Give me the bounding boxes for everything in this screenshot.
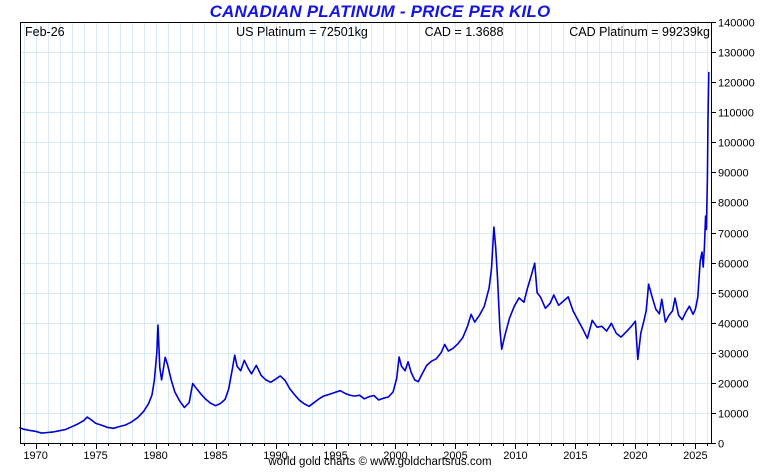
x-tick-label: 2005 bbox=[443, 450, 467, 462]
y-tick-label: 30000 bbox=[718, 348, 749, 360]
x-tick-label: 2020 bbox=[623, 450, 647, 462]
us-platinum-label: US Platinum = 72501kg bbox=[236, 25, 368, 39]
page-title: CANADIAN PLATINUM - PRICE PER KILO bbox=[209, 2, 551, 21]
y-tick-label: 0 bbox=[718, 438, 724, 450]
y-tick-label: 110000 bbox=[718, 107, 754, 119]
y-tick-label: 40000 bbox=[718, 318, 749, 330]
x-tick-label: 1980 bbox=[143, 450, 167, 462]
y-tick-label: 100000 bbox=[718, 137, 755, 149]
y-tick-label: 140000 bbox=[718, 17, 755, 29]
cad-rate-label: CAD = 1.3688 bbox=[424, 25, 504, 39]
y-tick-label: 50000 bbox=[718, 288, 749, 300]
date-label: Feb-26 bbox=[25, 25, 65, 39]
y-tick-label: 10000 bbox=[718, 408, 749, 420]
y-tick-label: 20000 bbox=[718, 378, 749, 390]
price-line bbox=[19, 71, 710, 434]
x-tick-label: 2000 bbox=[383, 450, 407, 462]
y-tick-label: 70000 bbox=[718, 228, 749, 240]
x-tick-label: 1995 bbox=[323, 450, 347, 462]
footer-credit: world gold charts © www.goldchartsrus.co… bbox=[268, 456, 492, 468]
y-tick-label: 90000 bbox=[718, 167, 749, 179]
y-tick-label: 60000 bbox=[718, 258, 749, 270]
y-tick-label: 80000 bbox=[718, 197, 749, 209]
cad-platinum-label: CAD Platinum = 99239kg bbox=[569, 25, 710, 39]
x-tick-label: 2010 bbox=[503, 450, 527, 462]
x-tick-label: 2015 bbox=[563, 450, 587, 462]
x-tick-label: 2025 bbox=[683, 450, 707, 462]
x-tick-label: 1990 bbox=[263, 450, 287, 462]
y-tick-label: 130000 bbox=[718, 47, 755, 59]
x-tick-label: 1985 bbox=[203, 450, 227, 462]
y-tick-label: 120000 bbox=[718, 77, 755, 89]
x-tick-label: 1970 bbox=[23, 450, 47, 462]
x-tick-label: 1975 bbox=[83, 450, 107, 462]
